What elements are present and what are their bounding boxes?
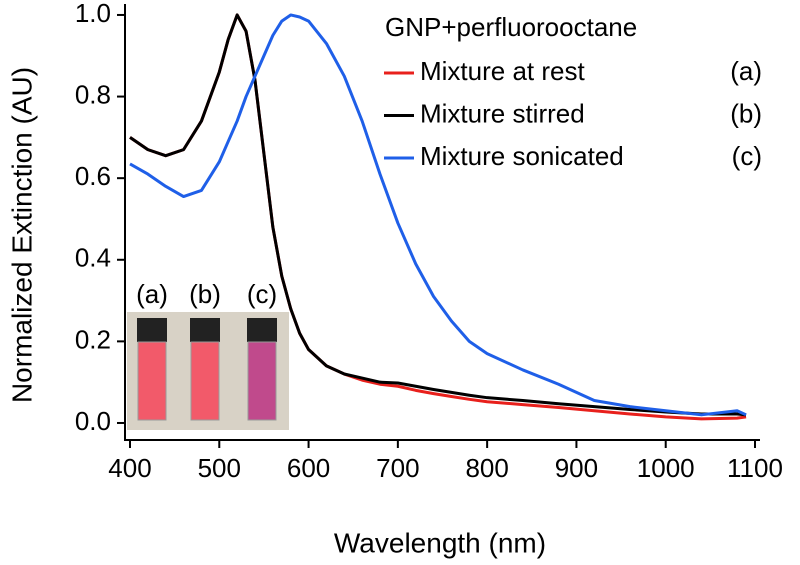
x-tick-label: 900 <box>555 453 598 483</box>
vial <box>190 341 220 421</box>
x-tick-label: 700 <box>376 453 419 483</box>
x-tick-label: 1100 <box>727 453 783 483</box>
y-tick-label: 1.0 <box>75 0 111 28</box>
x-tick-label: 800 <box>465 453 508 483</box>
y-tick-label: 0.4 <box>75 243 111 273</box>
legend-tag: (b) <box>730 98 762 128</box>
vial <box>247 341 277 421</box>
vial-cap <box>137 318 167 342</box>
y-tick-label: 0.8 <box>75 79 111 109</box>
legend-label: Mixture sonicated <box>420 141 624 171</box>
inset-label: (c) <box>247 279 277 309</box>
x-axis-label: Wavelength (nm) <box>334 527 546 558</box>
legend-tag: (c) <box>732 141 762 171</box>
y-tick-label: 0.6 <box>75 161 111 191</box>
legend-label: Mixture stirred <box>420 98 585 128</box>
series-line <box>129 13 747 417</box>
y-tick-label: 0.0 <box>75 406 111 436</box>
series-line <box>129 13 747 417</box>
y-tick-label: 0.2 <box>75 324 111 354</box>
vial-cap <box>247 318 277 342</box>
legend-tag: (a) <box>730 56 762 86</box>
x-tick-label: 600 <box>287 453 330 483</box>
x-tick-label: 1000 <box>637 453 695 483</box>
inset-label: (a) <box>136 279 168 309</box>
x-tick-label: 400 <box>108 453 151 483</box>
x-tick-label: 500 <box>198 453 241 483</box>
vial-cap <box>190 318 220 342</box>
inset-photo <box>127 312 289 430</box>
vial <box>137 341 167 421</box>
legend-label: Mixture at rest <box>420 56 585 86</box>
y-axis-label: Normalized Extinction (AU) <box>6 67 37 403</box>
legend-title: GNP+perfluorooctane <box>385 12 637 42</box>
inset-label: (b) <box>189 279 221 309</box>
